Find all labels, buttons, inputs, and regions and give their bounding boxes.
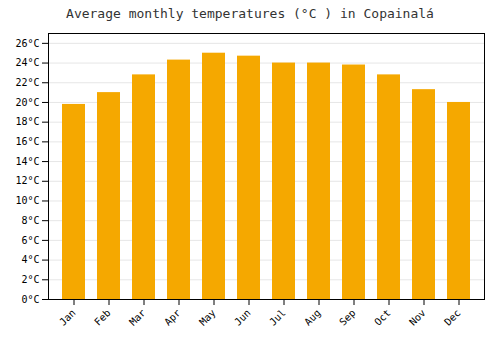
svg-text:Feb: Feb (92, 307, 113, 328)
svg-text:14°C: 14°C (15, 156, 39, 167)
svg-text:Jul: Jul (267, 307, 288, 328)
svg-text:Apr: Apr (162, 307, 183, 328)
svg-text:8°C: 8°C (21, 215, 39, 226)
svg-text:Mar: Mar (127, 307, 148, 328)
svg-text:2°C: 2°C (21, 274, 39, 285)
svg-text:Sep: Sep (337, 307, 358, 328)
svg-text:Dec: Dec (442, 307, 463, 328)
svg-text:Aug: Aug (302, 307, 323, 328)
svg-text:4°C: 4°C (21, 254, 39, 265)
svg-text:18°C: 18°C (15, 116, 39, 127)
svg-text:Jan: Jan (57, 307, 78, 328)
svg-text:Oct: Oct (372, 307, 393, 328)
html-text:Average monthly temperatures (: Average monthly temperatures (°C ) in Co… (66, 6, 434, 21)
svg-text:0°C: 0°C (21, 294, 39, 305)
svg-text:12°C: 12°C (15, 175, 39, 186)
svg-text:Jun: Jun (232, 307, 253, 328)
svg-text:May: May (197, 307, 218, 328)
svg-text:16°C: 16°C (15, 136, 39, 147)
svg-text:26°C: 26°C (15, 38, 39, 49)
svg-text:Nov: Nov (407, 307, 428, 328)
svg-text:10°C: 10°C (15, 195, 39, 206)
svg-text:6°C: 6°C (21, 235, 39, 246)
svg-text:22°C: 22°C (15, 77, 39, 88)
svg-text:20°C: 20°C (15, 97, 39, 108)
svg-text:24°C: 24°C (15, 57, 39, 68)
